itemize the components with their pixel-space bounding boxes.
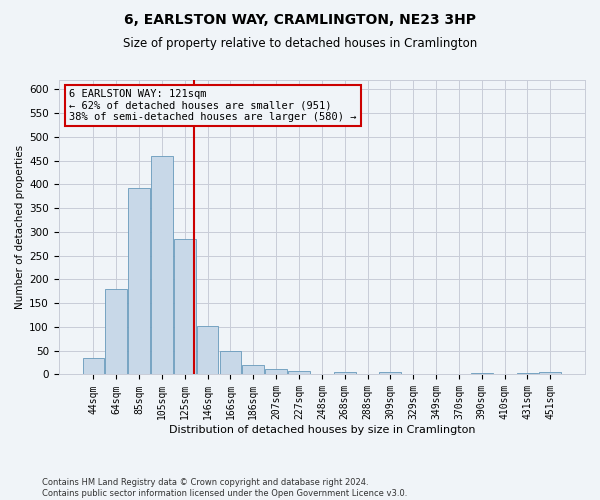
Text: 6 EARLSTON WAY: 121sqm
← 62% of detached houses are smaller (951)
38% of semi-de: 6 EARLSTON WAY: 121sqm ← 62% of detached… — [69, 89, 356, 122]
Y-axis label: Number of detached properties: Number of detached properties — [15, 145, 25, 310]
Bar — [83, 358, 104, 374]
Bar — [220, 351, 241, 374]
Bar — [539, 372, 561, 374]
Bar — [174, 239, 196, 374]
X-axis label: Distribution of detached houses by size in Cramlington: Distribution of detached houses by size … — [169, 425, 475, 435]
Bar — [379, 372, 401, 374]
Text: Contains HM Land Registry data © Crown copyright and database right 2024.
Contai: Contains HM Land Registry data © Crown c… — [42, 478, 407, 498]
Bar — [288, 371, 310, 374]
Bar — [265, 369, 287, 374]
Bar — [197, 326, 218, 374]
Text: 6, EARLSTON WAY, CRAMLINGTON, NE23 3HP: 6, EARLSTON WAY, CRAMLINGTON, NE23 3HP — [124, 12, 476, 26]
Bar — [471, 373, 493, 374]
Bar — [151, 156, 173, 374]
Text: Size of property relative to detached houses in Cramlington: Size of property relative to detached ho… — [123, 38, 477, 51]
Bar — [106, 289, 127, 374]
Bar — [242, 366, 264, 374]
Bar — [517, 373, 538, 374]
Bar — [334, 372, 356, 374]
Bar — [128, 188, 150, 374]
